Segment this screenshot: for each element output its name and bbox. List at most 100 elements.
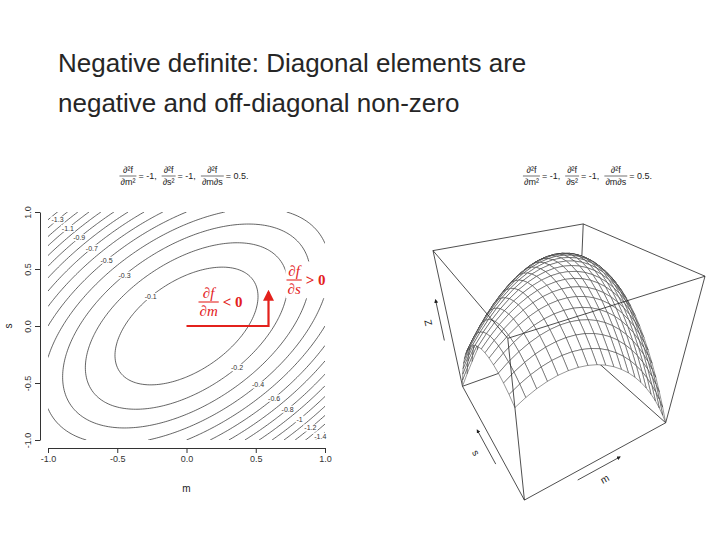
x-axis-title: m [598,472,611,486]
title-fraction: ∂²f∂s² [565,165,579,186]
contour-line [63,224,311,428]
title-denominator: ∂m² [524,177,539,187]
slide-title: negative and off-diagonal non-zero [58,88,459,118]
contour-label-background [230,364,244,371]
contour-label: -0.7 [86,245,98,252]
title-value: = -1, [178,171,196,181]
y-axis-title: s [470,448,482,458]
contour-label: -1.4 [314,433,326,440]
annotation-numerator: ∂f [203,285,216,301]
contour-label: -1.2 [304,424,316,431]
annotation: ∂f∂s > 0 [286,262,327,299]
x-tick: 0.5 [250,448,263,464]
contour-label-background [144,293,158,300]
contour-line [85,243,287,409]
y-tick-label: -1.0 [23,433,33,449]
title-numerator: ∂²f [526,165,536,175]
y-tick-label: 0.5 [23,263,33,276]
title-fraction-bar [523,176,540,177]
contour-label-background [72,234,86,241]
title-numerator: ∂²f [123,165,133,175]
title-fraction-bar [201,176,224,177]
x-tick-mark [256,448,257,453]
title-value: = -1, [138,171,156,181]
y-tick-mark [35,383,40,384]
contour-label: -0.3 [119,272,131,279]
annotation-fraction-bar [287,279,302,280]
annotation-background [198,284,244,321]
box-front [433,251,705,500]
title-value: = 0.5. [629,171,652,181]
contour-line [48,212,325,440]
y-tick-mark [35,440,40,441]
y-tick-label: 1.0 [23,206,33,219]
contour-label-background [61,225,75,232]
chart-title: ∂²f∂m²= -1,∂²f∂s²= -1,∂²f∂m∂s= 0.5. [119,165,248,186]
contour-label-background [100,257,114,264]
title-denominator: ∂m∂s [605,177,626,187]
contour-label: -0.2 [231,364,243,371]
x-tick-mark [325,448,326,453]
annotation-fraction-bar [199,301,219,302]
contour-label-background [118,272,132,279]
annotation-numerator: ∂f [288,263,301,279]
annotation-relation: < 0 [223,294,243,310]
contour-label: -0.8 [282,406,294,413]
title-value: = -1, [542,171,560,181]
x-axis-title: m [182,483,190,494]
contour-label-background [51,216,65,223]
box-edge [433,251,463,387]
title-fraction: ∂²f∂m∂s [201,165,224,186]
contour-chart: ∂²f∂m²= -1,∂²f∂s²= -1,∂²f∂m∂s= 0.5.-1.0-… [3,165,332,494]
z-axis-title: Z [422,319,434,327]
box-edge [508,276,705,338]
contour-label-background [267,395,281,402]
annotation-fraction: ∂f ∂m [199,285,219,320]
annotation-background [286,262,327,299]
box-edge [666,276,705,423]
x-tick-label: 0.0 [181,454,194,464]
surface-chart: ∂²f∂m²= -1,∂²f∂s²= -1,∂²f∂m∂s= 0.5.msZ [422,165,705,500]
contour-labels: -0.1-0.2-0.3-0.4-0.5-0.6-0.7-0.8-0.9-1-1… [51,216,328,439]
annotation-relation: > 0 [306,272,326,288]
annotation: ∂f ∂m < 0 [198,284,244,321]
contour-label: -0.6 [268,395,280,402]
slide-title: Negative definite: Diagonal elements are [58,48,526,78]
title-fraction-bar [604,176,627,177]
x-tick: -0.5 [110,448,126,464]
contour-label: -1 [296,416,302,423]
x-tick: 1.0 [319,448,332,464]
x-tick-label: -0.5 [110,454,126,464]
y-tick: -0.5 [23,376,40,392]
title-fraction-bar [565,176,579,177]
title-value: = -1, [581,171,599,181]
x-tick-mark [48,448,49,453]
title-fraction-bar [119,176,136,177]
y-tick: 0.5 [23,263,40,276]
x-tick-label: 0.5 [250,454,263,464]
title-denominator: ∂s² [163,177,175,187]
title-fraction: ∂²f∂m² [119,165,136,186]
contour-label-background [281,406,295,413]
y-axis: -1.0-0.50.00.51.0 [23,206,41,448]
box-edge [433,251,508,339]
contour-label-background [251,381,265,388]
contour-label: -1.3 [52,216,64,223]
contour-lines [48,212,325,440]
contour-line [48,212,325,440]
contour-label-backgrounds [51,216,328,439]
title-numerator: ∂²f [164,165,174,175]
contour-line [48,212,325,440]
contour-label: -0.5 [101,257,113,264]
y-axis-title: s [3,324,14,329]
x-tick: -1.0 [41,448,57,464]
title-fraction: ∂²f ∂m² [523,165,540,186]
title-fraction: ∂²f ∂s² [162,165,176,186]
y-tick-mark [35,326,40,327]
x-tick-mark [117,448,118,453]
annotation-fraction: ∂f∂s [287,263,302,298]
annotation-denominator: ∂m [200,303,218,319]
y-tick-label: -0.5 [23,376,33,392]
contour-label: -1.1 [62,225,74,232]
x-tick-label: 1.0 [319,454,332,464]
